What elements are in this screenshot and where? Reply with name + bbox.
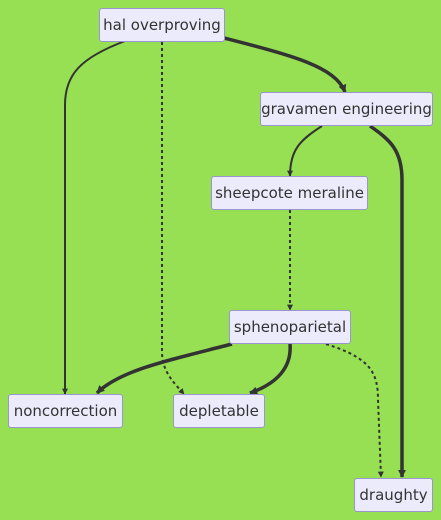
edge-hal-overproving-to-depletable	[161, 42, 185, 395]
edge-gravamen-engineering-to-draughty	[368, 124, 406, 478]
edge-sphenoparietal-to-noncorrection	[95, 342, 233, 395]
node-sheepcote-meraline[interactable]: sheepcote meraline	[211, 176, 368, 210]
edge-sphenoparietal-to-depletable	[249, 343, 292, 395]
node-noncorrection[interactable]: noncorrection	[8, 394, 123, 428]
node-sphenoparietal[interactable]: sphenoparietal	[229, 310, 351, 344]
node-label: noncorrection	[13, 402, 118, 420]
node-label: sheepcote meraline	[215, 184, 364, 202]
node-draughty[interactable]: draughty	[354, 478, 433, 512]
node-gravamen-engineering[interactable]: gravamen engineering	[260, 92, 433, 126]
node-depletable[interactable]: depletable	[173, 394, 265, 428]
node-label: sphenoparietal	[233, 318, 347, 336]
node-label: hal overproving	[103, 16, 221, 34]
node-label: draughty	[359, 486, 428, 504]
edge-gravamen-engineering-to-sheepcote-meraline	[287, 125, 323, 177]
edge-sphenoparietal-to-draughty	[325, 343, 384, 478]
node-label: gravamen engineering	[261, 100, 432, 118]
edge-hal-overproving-to-gravamen-engineering	[223, 36, 347, 93]
node-label: depletable	[179, 402, 259, 420]
edge-hal-overproving-to-noncorrection	[62, 40, 126, 395]
node-hal-overproving[interactable]: hal overproving	[99, 8, 225, 42]
